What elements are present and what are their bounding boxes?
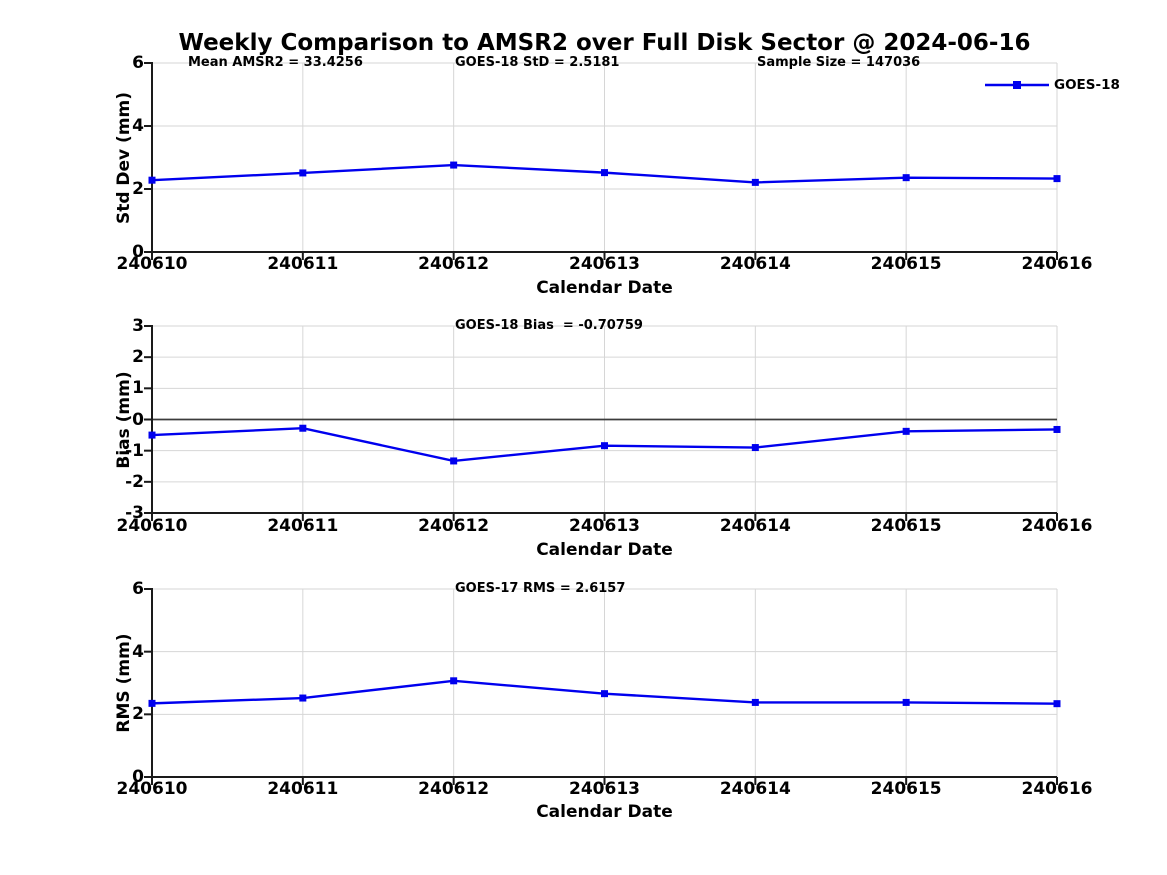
x-tick-label: 240613 (569, 779, 640, 799)
data-point-marker (601, 442, 608, 450)
data-point-marker (148, 431, 156, 439)
data-point-marker (1053, 700, 1061, 708)
x-tick-label: 240616 (1021, 516, 1093, 536)
legend-label: GOES-18 (1054, 77, 1120, 93)
x-tick-label: 240614 (719, 254, 791, 274)
data-point-marker (299, 424, 307, 432)
y-tick-label: 3 (132, 316, 144, 336)
x-tick-label: 240611 (267, 254, 339, 274)
y-tick-label: -3 (125, 503, 144, 523)
x-axis-label-2: Calendar Date (536, 802, 673, 822)
y-tick-label: -2 (125, 471, 144, 492)
x-tick-label: 240610 (116, 516, 188, 536)
data-point-marker (751, 698, 759, 706)
x-tick-label: 240610 (116, 254, 188, 274)
data-point-marker (299, 169, 307, 177)
x-tick-label: 240614 (719, 516, 791, 536)
annotation-goes18-bias: GOES-18 Bias = -0.70759 (455, 318, 643, 333)
data-point-marker (1053, 425, 1061, 433)
y-tick-label: 2 (132, 347, 144, 368)
x-tick-label: 240614 (719, 779, 791, 799)
y-tick-label: -1 (125, 440, 144, 461)
x-axis-label-1: Calendar Date (536, 540, 673, 560)
legend-marker (1013, 81, 1021, 89)
x-tick-label: 240615 (870, 779, 942, 799)
data-point-marker (902, 427, 910, 435)
data-point-marker (601, 690, 608, 698)
x-tick-label: 240613 (569, 254, 640, 274)
y-tick-label: 0 (132, 767, 144, 787)
chart-title: Weekly Comparison to AMSR2 over Full Dis… (178, 30, 1031, 56)
x-tick-label: 240615 (870, 254, 942, 274)
annotation-mean-amsr2: Mean AMSR2 = 33.4256 (188, 55, 363, 70)
y-axis-label-std-dev: Std Dev (mm) (114, 91, 134, 224)
data-point-marker (751, 178, 759, 186)
y-tick-label: 4 (132, 641, 144, 662)
x-tick-label: 240615 (870, 516, 942, 536)
data-point-marker (450, 677, 458, 685)
data-point-marker (148, 176, 156, 184)
data-point-marker (751, 444, 759, 452)
annotation-sample-size: Sample Size = 147036 (757, 55, 921, 70)
y-tick-label: 2 (132, 179, 144, 199)
data-point-marker (1053, 175, 1061, 183)
y-tick-label: 4 (132, 116, 144, 136)
x-tick-label: 240616 (1021, 779, 1093, 799)
x-tick-label: 240611 (267, 779, 339, 799)
annotation-goes17-rms: GOES-17 RMS = 2.6157 (455, 581, 626, 596)
x-axis-label-0: Calendar Date (536, 278, 673, 298)
x-tick-label: 240613 (569, 516, 640, 536)
y-tick-label: 6 (132, 579, 144, 599)
y-tick-label: 0 (132, 242, 144, 262)
x-tick-label: 240612 (418, 254, 490, 274)
x-tick-label: 240612 (418, 779, 490, 799)
y-tick-label: 6 (132, 53, 144, 73)
y-tick-label: 0 (132, 409, 144, 430)
data-point-marker (450, 457, 458, 465)
x-tick-label: 240610 (116, 779, 188, 799)
data-point-marker (601, 169, 608, 177)
x-tick-label: 240611 (267, 516, 339, 536)
x-tick-label: 240616 (1021, 254, 1093, 274)
data-point-marker (148, 699, 156, 707)
annotation-goes18-std: GOES-18 StD = 2.5181 (455, 55, 620, 70)
x-tick-label: 240612 (418, 516, 490, 536)
y-tick-label: 2 (132, 704, 144, 725)
data-point-marker (450, 161, 458, 169)
data-point-marker (299, 694, 307, 702)
data-point-marker (902, 174, 910, 182)
y-tick-label: 1 (132, 378, 144, 399)
data-point-marker (902, 698, 910, 706)
